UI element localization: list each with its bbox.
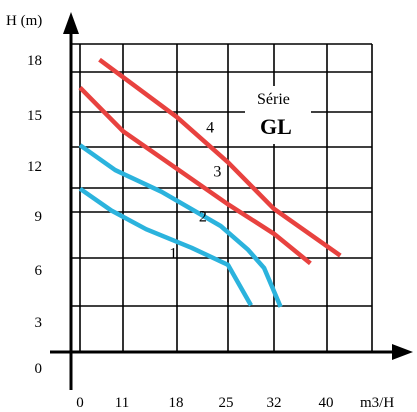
curve-label-3: 3: [213, 163, 221, 180]
curve-label-2: 2: [199, 208, 207, 225]
series-line-4: [98, 57, 342, 258]
x-tick-label: 11: [115, 395, 129, 411]
axes: [50, 12, 413, 390]
x-tick-label: 0: [76, 395, 84, 411]
y-tick-label: 3: [35, 315, 43, 331]
y-tick-label: 0: [35, 361, 43, 377]
curve-labels: 1 2 3 4: [169, 120, 221, 263]
curve-label-4: 4: [206, 120, 214, 137]
x-tick-label: 32: [267, 395, 282, 411]
y-tick-label: 12: [27, 159, 42, 175]
y-tick-label: 6: [35, 263, 43, 279]
x-axis-unit: m3/H: [360, 395, 394, 411]
series-group: [78, 57, 342, 308]
legend-backdrop: [245, 86, 311, 144]
y-tick-label: 9: [35, 209, 43, 225]
x-tick-label: 40: [319, 395, 334, 411]
y-axis-title: H (m): [6, 13, 42, 29]
x-axis-arrow: [392, 344, 413, 360]
curve-label-1: 1: [169, 246, 177, 263]
y-tick-label: 18: [27, 53, 42, 69]
series-line-1: [78, 186, 253, 307]
y-axis-arrow: [63, 12, 79, 34]
x-tick-label: 18: [169, 395, 184, 411]
series-name-line1: Série: [257, 91, 290, 108]
y-tick-label: 15: [27, 108, 42, 124]
x-tick-label: 25: [219, 395, 234, 411]
series-line-2: [78, 143, 283, 308]
grid: [71, 43, 373, 352]
series-line-3: [78, 86, 312, 266]
series-name-line2: GL: [260, 114, 292, 139]
